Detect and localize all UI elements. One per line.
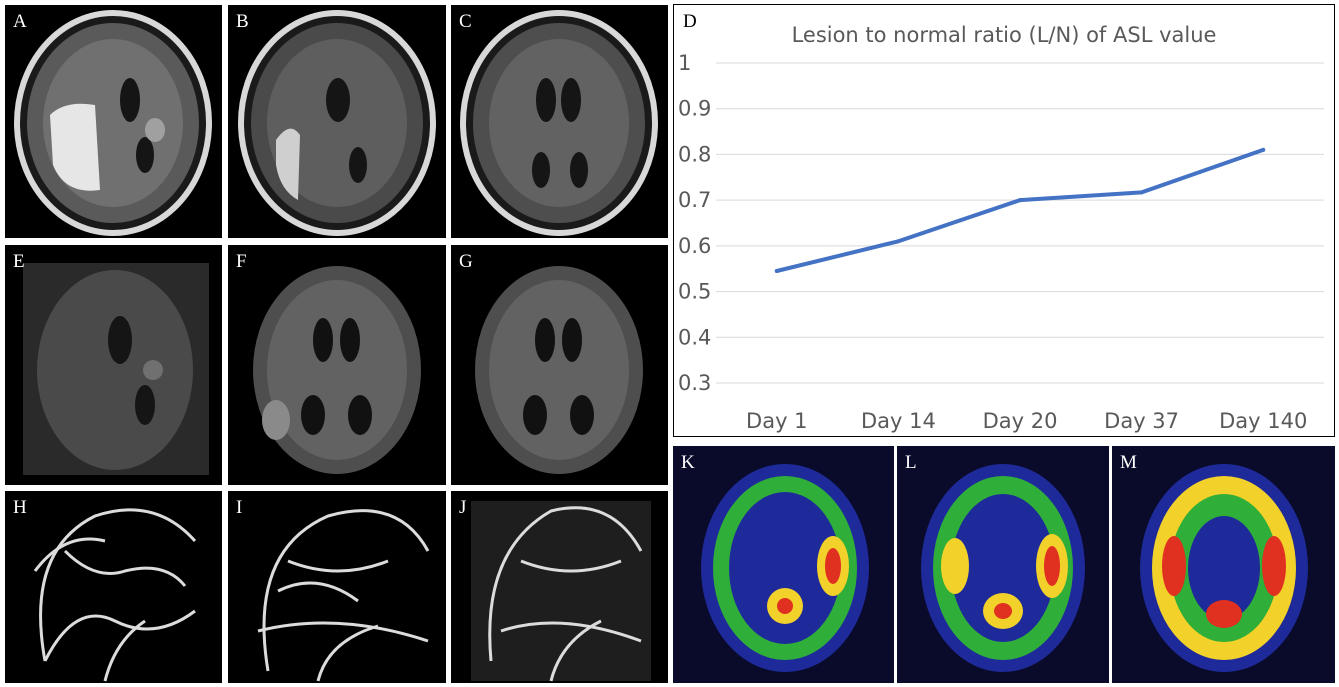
x-tick-label: Day 1 [746, 409, 808, 433]
mri-image-c [460, 10, 658, 236]
panel-label-h: H [13, 497, 27, 518]
y-tick-label: 0.9 [678, 97, 711, 121]
x-tick-label: Day 140 [1219, 409, 1307, 433]
data-point [1139, 190, 1144, 195]
data-point [774, 269, 779, 273]
panel-label-i: I [236, 497, 243, 518]
asl-image-k [673, 446, 894, 683]
panel-label-a: A [13, 11, 27, 32]
y-tick-label: 0.3 [678, 371, 711, 395]
panel-label-c: C [459, 11, 472, 32]
mri-image-g [475, 266, 643, 474]
mri-panel-a: A [5, 5, 222, 238]
mri-image-f [253, 266, 421, 474]
mri-image-b [238, 10, 436, 236]
panel-label-g: G [459, 251, 473, 272]
mrv-image-i [257, 509, 430, 682]
y-tick-label: 0.6 [678, 234, 711, 258]
mri-panel-g: G [451, 245, 668, 485]
mrv-image-h [33, 508, 197, 682]
chart-panel-d: D Lesion to normal ratio (L/N) of ASL va… [673, 4, 1335, 437]
mri-panel-c: C [451, 5, 668, 238]
mrv-panel-i: I [228, 491, 446, 683]
x-tick-label: Day 14 [861, 409, 936, 433]
asl-panel-l: L [897, 446, 1109, 683]
y-tick-label: 0.5 [678, 280, 711, 304]
asl-panel-m: M [1112, 446, 1335, 683]
chart-title: Lesion to normal ratio (L/N) of ASL valu… [791, 23, 1217, 47]
mrv-panel-j: J [451, 491, 668, 683]
panel-label-k: K [681, 452, 695, 473]
mri-panel-f: F [228, 245, 446, 485]
data-point [896, 239, 901, 244]
panel-label-m: M [1120, 452, 1137, 473]
panel-label-f: F [236, 251, 247, 272]
x-tick-label: Day 37 [1104, 409, 1179, 433]
asl-image-m [1112, 446, 1335, 683]
panel-label-j: J [459, 497, 467, 518]
mri-panel-e: E [5, 245, 222, 485]
panel-label-e: E [13, 251, 25, 272]
mrv-image-j [471, 501, 651, 682]
mri-image-a [14, 10, 212, 236]
y-tick-label: 0.7 [678, 188, 711, 212]
y-tick-label: 1 [678, 51, 691, 75]
mri-image-e [23, 263, 209, 475]
mri-panel-b: B [228, 5, 446, 238]
panel-label-d: D [683, 11, 697, 32]
y-tick-label: 0.8 [678, 142, 711, 166]
data-point [1018, 198, 1022, 203]
mrv-panel-h: H [5, 491, 222, 683]
series-line [774, 147, 1266, 273]
data-point [1261, 147, 1266, 152]
x-tick-label: Day 20 [983, 409, 1058, 433]
y-tick-label: 0.4 [678, 325, 711, 349]
asl-image-l [897, 446, 1109, 683]
panel-label-b: B [236, 11, 249, 32]
line-chart: 0.3 0.4 0.5 0.6 0.7 0.8 0.9 1 Day 1 Day 14 Day 20 D… [678, 51, 1324, 433]
panel-label-l: L [905, 452, 917, 473]
asl-panel-k: K [673, 446, 894, 683]
